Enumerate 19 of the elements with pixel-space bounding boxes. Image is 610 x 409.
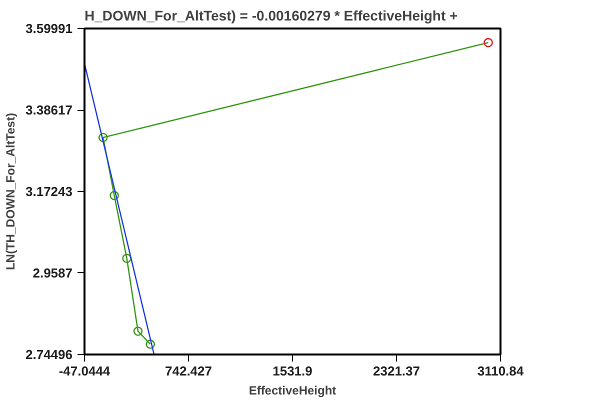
y-tick-label: 2.74496 bbox=[26, 347, 73, 362]
x-tick-label: 1531.9 bbox=[272, 364, 312, 378]
y-tick-label: 2.9587 bbox=[32, 266, 73, 280]
x-tick-label: 742.427 bbox=[165, 364, 212, 378]
point bbox=[146, 340, 156, 349]
y-tick-label: 3.38617 bbox=[26, 102, 73, 118]
y-axis-title: LN(TH_DOWN_For_AltTest) bbox=[4, 112, 18, 270]
y-tick-label: 3.17243 bbox=[26, 184, 73, 199]
point bbox=[110, 190, 119, 200]
point bbox=[133, 326, 143, 336]
x-tick-label: 2321.37 bbox=[373, 364, 420, 378]
x-tick-label: -47.0444 bbox=[58, 364, 111, 378]
chart-title: H_DOWN_For_AltTest) = -0.00160279 * EffectiveHeight + bbox=[84, 8, 458, 24]
x-tick-label: 3110.84 bbox=[477, 364, 524, 378]
y-tick-label: 3.59991 bbox=[26, 21, 73, 36]
point bbox=[98, 132, 108, 142]
point bbox=[484, 38, 493, 48]
x-axis-title: EffectiveHeight bbox=[248, 384, 336, 398]
point bbox=[122, 254, 132, 264]
